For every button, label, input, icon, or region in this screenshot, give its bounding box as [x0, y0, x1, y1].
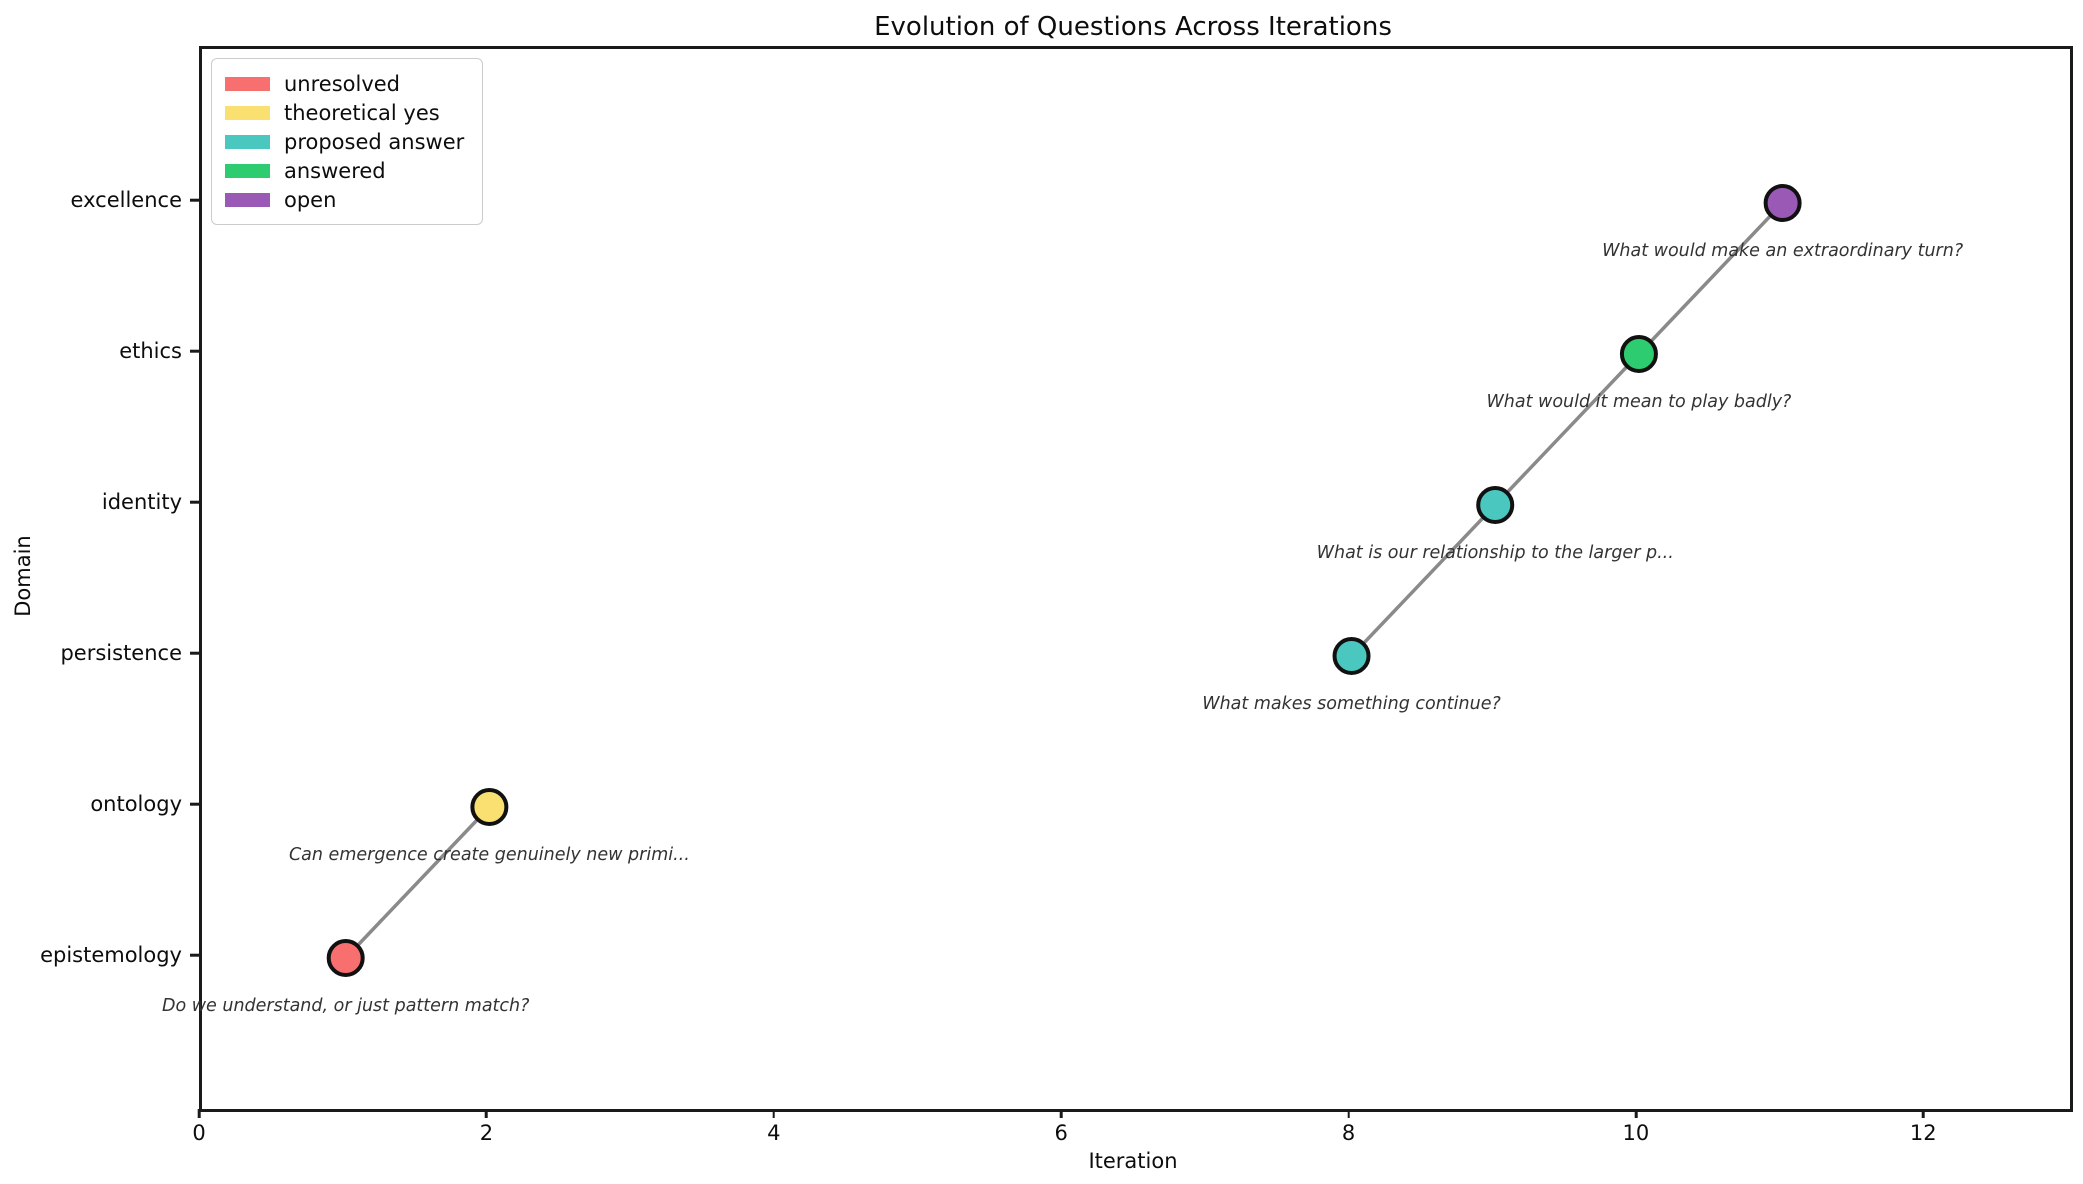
x-axis-title: Iteration — [1088, 1149, 1178, 1173]
x-tick-label: 8 — [1341, 1121, 1356, 1145]
x-tick-label: 12 — [1909, 1121, 1937, 1145]
annotation-epistemology: Do we understand, or just pattern match? — [161, 996, 530, 1016]
y-tick-mark — [190, 198, 199, 202]
legend-label: answered — [284, 158, 386, 183]
legend-label: open — [284, 187, 337, 212]
x-tick-label: 6 — [1054, 1121, 1068, 1145]
data-point-ethics — [1619, 335, 1658, 373]
legend-item: proposed answer — [225, 127, 464, 156]
data-point-ontology — [470, 788, 509, 826]
legend-swatch-icon — [225, 105, 270, 120]
y-tick-label-identity: identity — [101, 490, 182, 514]
plot-canvas — [326, 184, 1802, 977]
x-tick-mark — [772, 1109, 776, 1118]
legend-item: theoretical yes — [225, 98, 464, 127]
y-tick-mark — [190, 500, 199, 504]
chart-title: Evolution of Questions Across Iterations — [874, 12, 1392, 42]
y-tick-mark — [190, 651, 199, 655]
annotation-excellence: What would make an extraordinary turn? — [1602, 241, 1964, 261]
x-tick-mark — [1634, 1109, 1638, 1118]
x-tick-label: 2 — [479, 1121, 494, 1145]
data-point-epistemology — [326, 939, 365, 977]
x-tick-label: 4 — [767, 1121, 781, 1145]
plot-area: unresolved theoretical yes proposed answer… — [162, 46, 2073, 1112]
legend-swatch-icon — [225, 163, 270, 178]
data-point-persistence — [1332, 637, 1371, 675]
x-tick-mark — [485, 1109, 488, 1118]
y-tick-label-epistemology: epistemology — [40, 943, 182, 967]
x-tick-mark — [1347, 1109, 1350, 1118]
legend-swatch-icon — [225, 76, 270, 91]
trajectory-line — [343, 805, 492, 960]
y-tick-mark — [190, 349, 199, 353]
x-tick-mark — [1059, 1109, 1063, 1118]
y-tick-label-ontology: ontology — [90, 792, 182, 816]
y-tick-label-ethics: ethics — [119, 339, 182, 363]
legend-label: theoretical yes — [284, 100, 440, 125]
y-axis-title: Domain — [11, 535, 35, 617]
legend: unresolved theoretical yes proposed answer… — [211, 58, 484, 225]
annotation-persistence: What makes something continue? — [1202, 694, 1501, 714]
annotation-ethics: What would it mean to play badly? — [1486, 392, 1792, 412]
annotation-ontology: Can emergence create genuinely new primi… — [288, 845, 690, 865]
x-tick-label: 10 — [1622, 1121, 1650, 1145]
y-tick-mark — [190, 953, 199, 957]
y-tick-label-persistence: persistence — [60, 641, 182, 665]
y-tick-label-excellence: excellence — [70, 188, 182, 212]
legend-swatch-icon — [225, 134, 270, 149]
legend-swatch-icon — [225, 192, 270, 207]
data-point-identity — [1476, 486, 1515, 524]
x-tick-label: 0 — [192, 1121, 206, 1145]
legend-item: open — [225, 185, 464, 214]
legend-item: answered — [225, 156, 464, 185]
x-tick-mark — [1922, 1109, 1925, 1118]
y-tick-mark — [190, 802, 199, 806]
x-tick-mark — [197, 1109, 201, 1118]
legend-label: proposed answer — [284, 129, 465, 154]
legend-item: unresolved — [225, 69, 464, 98]
trajectory-line — [1349, 201, 1785, 658]
legend-label: unresolved — [284, 71, 401, 96]
annotation-identity: What is our relationship to the larger p… — [1316, 543, 1674, 563]
data-point-excellence — [1763, 184, 1802, 222]
